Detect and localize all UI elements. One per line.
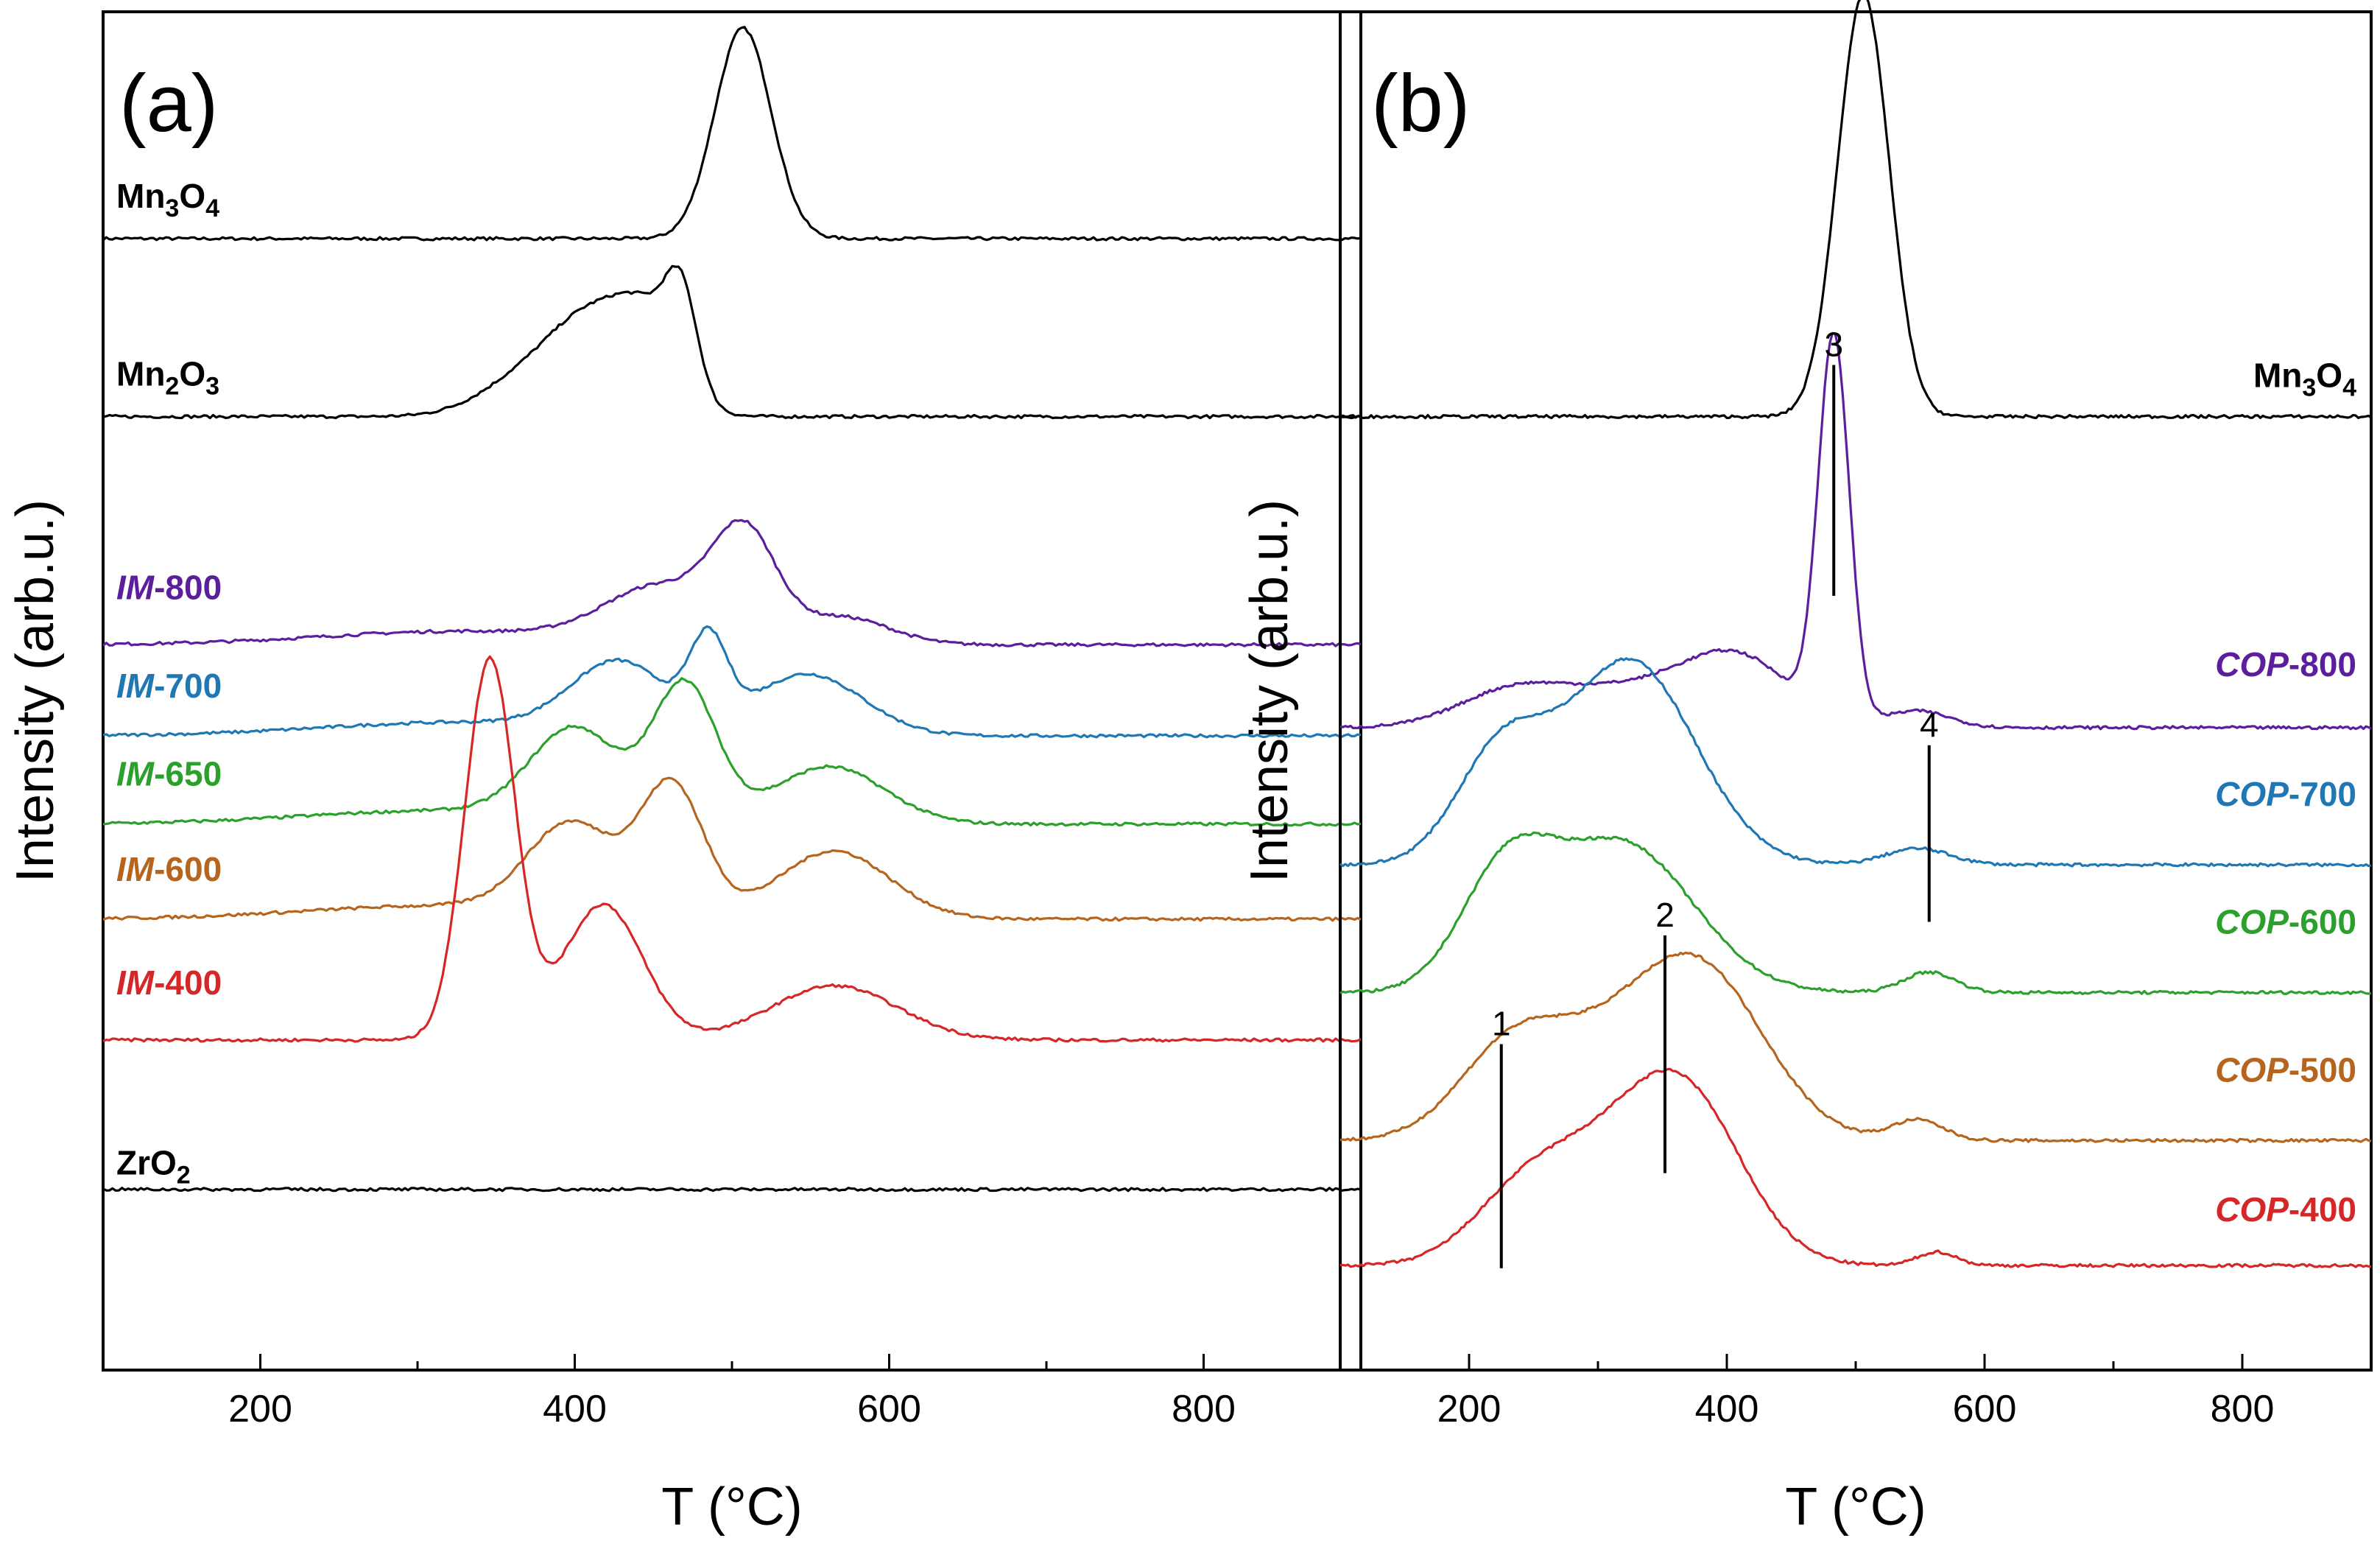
trace-mn2o3 [102,264,1362,420]
trace-im-400 [102,655,1362,1043]
trace-label-cop-400: COP-400 [2215,1190,2356,1229]
x-tick-label: 200 [228,1388,292,1430]
x-axis-label: T (°C) [661,1478,802,1537]
trace-mn3o4 [102,26,1362,242]
x-tick-label: 800 [2211,1388,2275,1430]
x-axis-label: T (°C) [1785,1478,1926,1537]
trace-im-700 [102,625,1362,739]
x-tick-label: 400 [1695,1388,1759,1430]
x-tick-label: 800 [1172,1388,1236,1430]
trace-zro2 [102,1187,1362,1193]
panel-a: 200 400 600 800 T (°C) Intensity (arb.u.) (a) M… [6,10,1362,1537]
trace-im-600 [102,776,1362,922]
trace-label-im-800: IM-800 [116,568,222,606]
trace-label-im-400: IM-400 [116,963,222,1002]
trace-label-mn3o4: Mn3O4 [2253,357,2356,402]
trace-label-cop-600: COP-600 [2215,902,2356,941]
trace-label-cop-500: COP-500 [2215,1050,2356,1089]
y-axis-label: Intensity (arb.u.) [1240,499,1299,882]
trace-label-im-600: IM-600 [116,850,222,888]
trace-label-im-700: IM-700 [116,667,222,705]
marker-label-2: 2 [1655,896,1675,934]
marker-label-3: 3 [1824,325,1843,363]
trace-im-800 [102,519,1362,647]
panel-label: (b) [1371,58,1470,149]
x-tick-label: 600 [857,1388,921,1430]
trace-cop-500 [1339,951,2372,1143]
panel-label: (a) [119,58,218,149]
trace-label-cop-800: COP-800 [2215,645,2356,684]
trace-label-zro2: ZrO2 [116,1144,191,1190]
marker-label-1: 1 [1492,1004,1511,1042]
x-tick-label: 600 [1953,1388,2017,1430]
trace-label-mn2o3: Mn2O3 [116,355,219,401]
trace-cop-400 [1339,1067,2372,1268]
trace-cop-600 [1339,831,2372,995]
trace-cop-800 [1339,331,2372,731]
panel-b: 200 400 600 800 T (°C) Intensity (arb.u.) (b) M… [1240,0,2373,1537]
trace-label-mn3o4: Mn3O4 [116,177,219,222]
trace-im-650 [102,677,1362,827]
trace-mn3o4 [1339,0,2372,420]
trace-cop-700 [1339,657,2372,868]
x-tick-label: 400 [543,1388,607,1430]
y-axis-label: Intensity (arb.u.) [6,499,65,882]
trace-label-im-650: IM-650 [116,755,222,793]
trace-label-cop-700: COP-700 [2215,775,2356,813]
marker-label-4: 4 [1920,706,1939,744]
x-tick-label: 200 [1437,1388,1501,1430]
